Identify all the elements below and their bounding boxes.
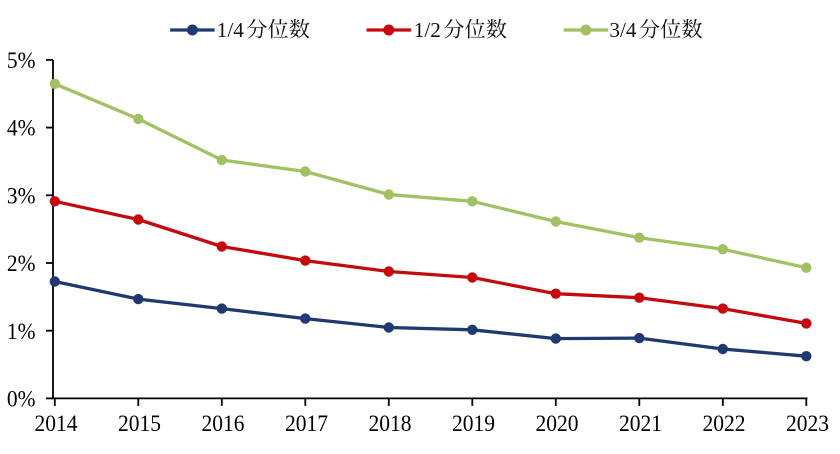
svg-text:1%: 1% bbox=[7, 319, 36, 344]
svg-text:2019: 2019 bbox=[452, 411, 495, 437]
svg-text:1/4: 1/4 bbox=[217, 18, 244, 42]
svg-text:2017: 2017 bbox=[285, 411, 328, 437]
svg-text:3%: 3% bbox=[7, 183, 36, 208]
svg-text:2022: 2022 bbox=[703, 411, 746, 437]
svg-text:2016: 2016 bbox=[202, 411, 245, 437]
svg-text:0%: 0% bbox=[7, 387, 36, 412]
svg-text:2015: 2015 bbox=[118, 411, 161, 437]
svg-text:5%: 5% bbox=[7, 48, 36, 73]
svg-text:2%: 2% bbox=[7, 251, 36, 276]
svg-text:2014: 2014 bbox=[35, 411, 78, 437]
svg-text:3/4: 3/4 bbox=[609, 18, 636, 42]
svg-text:4%: 4% bbox=[7, 116, 36, 141]
svg-text:2020: 2020 bbox=[536, 411, 579, 437]
svg-text:2021: 2021 bbox=[619, 411, 662, 437]
svg-text:2018: 2018 bbox=[369, 411, 412, 437]
svg-text:1/2: 1/2 bbox=[414, 18, 441, 42]
svg-text:2023: 2023 bbox=[786, 411, 829, 437]
